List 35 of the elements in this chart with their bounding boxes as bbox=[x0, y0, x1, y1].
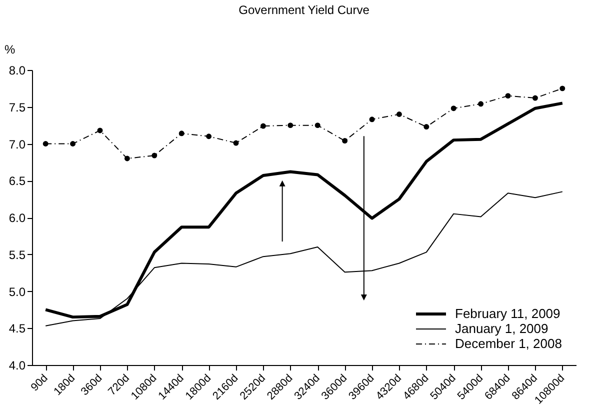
y-axis-title: % bbox=[4, 42, 16, 56]
chart-title: Government Yield Curve bbox=[238, 3, 370, 17]
y-tick-label: 5.0 bbox=[8, 284, 26, 299]
point bbox=[478, 101, 484, 107]
point bbox=[97, 128, 103, 134]
point bbox=[206, 134, 212, 140]
x-tick-label: 90d bbox=[28, 372, 50, 394]
point bbox=[124, 156, 130, 162]
y-tick-label: 7.0 bbox=[8, 137, 26, 152]
point bbox=[342, 138, 348, 144]
point bbox=[560, 86, 566, 92]
y-tick-label: 6.5 bbox=[8, 174, 26, 188]
legend-label: February 11, 2009 bbox=[455, 306, 560, 321]
point bbox=[233, 140, 239, 146]
legend-label: December 1, 2008 bbox=[455, 336, 562, 351]
point bbox=[260, 123, 266, 129]
legend-label: January 1, 2009 bbox=[455, 321, 548, 336]
y-tick-label: 7.5 bbox=[8, 100, 26, 114]
point bbox=[152, 152, 158, 158]
point bbox=[288, 122, 294, 128]
y-tick-label: 8.0 bbox=[8, 64, 26, 78]
point bbox=[424, 124, 430, 130]
y-tick-label: 6.0 bbox=[8, 211, 26, 225]
y-tick-label: 4.5 bbox=[8, 322, 26, 336]
point bbox=[532, 95, 538, 101]
point bbox=[314, 122, 320, 128]
point bbox=[396, 112, 402, 117]
point bbox=[42, 141, 48, 146]
point bbox=[70, 141, 76, 146]
point bbox=[505, 93, 511, 99]
point bbox=[178, 130, 184, 136]
point bbox=[450, 106, 456, 112]
y-tick-label: 4.0 bbox=[8, 358, 26, 372]
point bbox=[369, 116, 375, 122]
y-tick-label: 5.5 bbox=[8, 248, 26, 262]
